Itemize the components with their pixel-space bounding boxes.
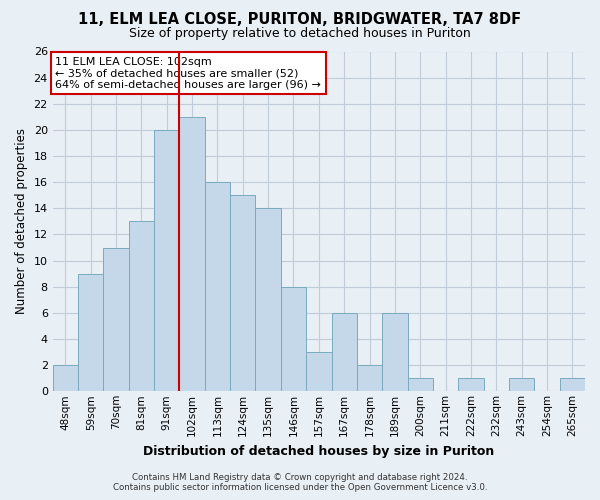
Bar bbox=[332, 313, 357, 392]
Bar bbox=[53, 365, 78, 392]
Bar bbox=[154, 130, 179, 392]
Bar bbox=[357, 365, 382, 392]
Text: 11, ELM LEA CLOSE, PURITON, BRIDGWATER, TA7 8DF: 11, ELM LEA CLOSE, PURITON, BRIDGWATER, … bbox=[79, 12, 521, 28]
Bar bbox=[78, 274, 103, 392]
Bar bbox=[560, 378, 585, 392]
Bar bbox=[129, 222, 154, 392]
Text: 11 ELM LEA CLOSE: 102sqm
← 35% of detached houses are smaller (52)
64% of semi-d: 11 ELM LEA CLOSE: 102sqm ← 35% of detach… bbox=[55, 56, 321, 90]
Y-axis label: Number of detached properties: Number of detached properties bbox=[15, 128, 28, 314]
Text: Contains HM Land Registry data © Crown copyright and database right 2024.
Contai: Contains HM Land Registry data © Crown c… bbox=[113, 473, 487, 492]
Bar bbox=[205, 182, 230, 392]
Bar bbox=[407, 378, 433, 392]
Bar bbox=[103, 248, 129, 392]
Bar bbox=[179, 117, 205, 392]
Bar bbox=[458, 378, 484, 392]
Bar bbox=[382, 313, 407, 392]
Bar bbox=[230, 195, 256, 392]
Text: Size of property relative to detached houses in Puriton: Size of property relative to detached ho… bbox=[129, 28, 471, 40]
Bar bbox=[256, 208, 281, 392]
Bar bbox=[509, 378, 535, 392]
Bar bbox=[281, 286, 306, 392]
X-axis label: Distribution of detached houses by size in Puriton: Distribution of detached houses by size … bbox=[143, 444, 494, 458]
Bar bbox=[306, 352, 332, 392]
